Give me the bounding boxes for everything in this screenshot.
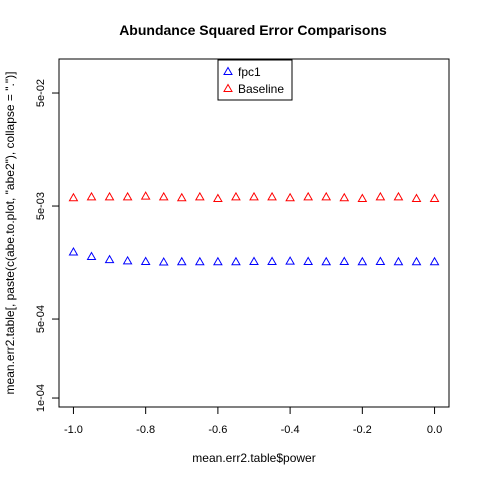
point-baseline — [176, 192, 187, 202]
point-baseline — [231, 191, 241, 201]
point-fpc1 — [321, 256, 332, 266]
point-baseline — [393, 191, 404, 201]
x-tick-label: -0.8 — [136, 424, 155, 436]
legend-box — [217, 59, 293, 101]
point-fpc1 — [140, 256, 151, 265]
y-tick-label: 1e-04 — [35, 384, 47, 412]
x-tick-label: -0.4 — [281, 424, 300, 436]
point-fpc1 — [375, 256, 386, 265]
y-tick-label: 5e-04 — [35, 305, 47, 333]
data-points — [68, 191, 440, 266]
x-axis: -1.0 -0.8 -0.6 -0.4 -0.2 0.0 — [64, 406, 442, 436]
y-tick-label: 5e-02 — [35, 79, 47, 107]
point-baseline — [285, 192, 295, 202]
point-baseline — [411, 193, 422, 203]
point-fpc1 — [303, 256, 314, 265]
point-fpc1 — [339, 256, 350, 265]
x-tick-label: -0.2 — [353, 424, 372, 436]
point-baseline — [194, 191, 205, 201]
point-baseline — [429, 193, 440, 203]
x-tick-label: -0.6 — [208, 424, 227, 436]
chart-title: Abundance Squared Error Comparisons — [119, 22, 387, 38]
point-fpc1 — [357, 256, 368, 266]
point-fpc1 — [122, 255, 133, 265]
point-baseline — [375, 191, 386, 201]
point-baseline — [122, 191, 133, 201]
point-baseline — [249, 191, 259, 201]
point-fpc1 — [213, 256, 223, 266]
y-axis: 1e-04 5e-04 5e-03 5e-02 — [35, 79, 60, 412]
legend-marker-baseline — [223, 83, 233, 92]
legend-marker-fpc1 — [223, 66, 233, 75]
x-tick-label: 0.0 — [427, 424, 442, 436]
point-fpc1 — [176, 256, 187, 266]
point-baseline — [68, 192, 79, 202]
point-baseline — [357, 193, 368, 203]
legend-label-fpc1: fpc1 — [238, 65, 261, 79]
point-fpc1 — [68, 247, 79, 256]
point-baseline — [303, 191, 314, 201]
series-fpc1 — [68, 247, 440, 266]
point-fpc1 — [104, 254, 115, 264]
point-baseline — [158, 191, 169, 201]
y-axis-label: mean.err2.table[, paste(c(abe.to.plot, "… — [3, 72, 17, 395]
plot-frame — [58, 58, 450, 408]
point-fpc1 — [86, 251, 97, 261]
point-baseline — [321, 191, 332, 201]
point-baseline — [86, 191, 97, 201]
point-baseline — [213, 193, 223, 203]
point-fpc1 — [249, 256, 259, 265]
x-axis-label: mean.err2.table$power — [192, 451, 315, 465]
point-fpc1 — [231, 256, 241, 266]
point-baseline — [140, 191, 151, 200]
point-fpc1 — [158, 257, 169, 266]
legend-label-baseline: Baseline — [238, 82, 284, 96]
point-baseline — [267, 191, 277, 201]
point-fpc1 — [429, 256, 440, 266]
series-baseline — [68, 191, 440, 203]
point-fpc1 — [285, 256, 295, 265]
x-tick-label: -1.0 — [64, 424, 83, 436]
point-fpc1 — [267, 256, 277, 265]
point-baseline — [104, 191, 115, 201]
point-baseline — [339, 192, 350, 202]
legend: fpc1 Baseline — [217, 59, 293, 101]
point-fpc1 — [194, 256, 205, 266]
point-fpc1 — [393, 256, 404, 266]
y-tick-label: 5e-03 — [35, 192, 47, 220]
point-fpc1 — [411, 256, 422, 266]
